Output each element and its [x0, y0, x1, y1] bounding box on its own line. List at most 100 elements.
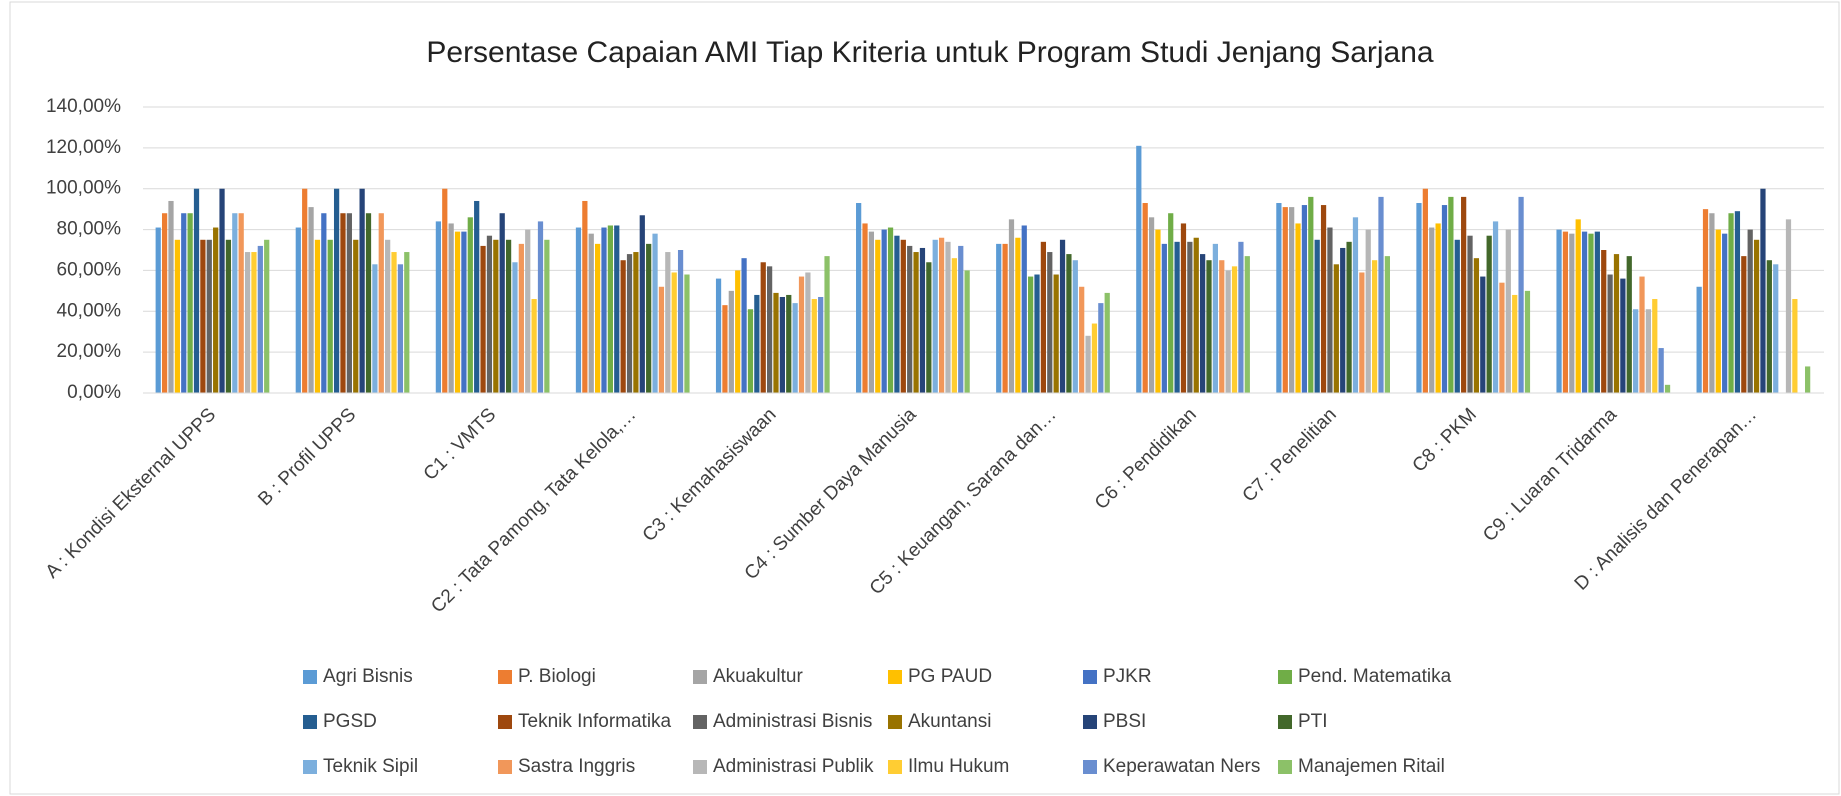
bar	[754, 294, 760, 393]
bar	[1187, 241, 1193, 393]
bar	[1766, 260, 1772, 393]
bar	[1461, 196, 1467, 393]
bar	[1384, 256, 1390, 393]
chart-border	[9, 1, 1840, 795]
bar	[1709, 213, 1715, 393]
bar	[919, 247, 926, 393]
bar	[1168, 213, 1174, 393]
bar	[868, 231, 875, 393]
y-tick-label: 140,00%	[46, 96, 121, 117]
bar	[1645, 309, 1652, 393]
bar	[601, 227, 607, 393]
legend-swatch	[888, 715, 902, 729]
bar	[646, 243, 652, 393]
bar	[314, 239, 321, 393]
bar	[1371, 260, 1378, 393]
legend-swatch	[693, 715, 707, 729]
bar	[1613, 254, 1620, 393]
bar	[913, 252, 919, 393]
bar	[302, 188, 308, 393]
bar	[1773, 264, 1779, 393]
bar	[728, 290, 734, 393]
legend-swatch	[303, 715, 317, 729]
bar	[321, 213, 327, 393]
bar	[1652, 299, 1658, 393]
bar	[1142, 203, 1148, 393]
bar	[225, 239, 232, 393]
bar	[1219, 260, 1225, 393]
bar	[633, 252, 639, 393]
bar	[964, 270, 970, 393]
bar	[327, 239, 333, 393]
bar	[1620, 278, 1626, 393]
bar	[887, 227, 894, 393]
y-tick-label: 40,00%	[57, 300, 122, 321]
bar	[518, 243, 524, 393]
bar	[435, 221, 442, 393]
legend-label: PBSI	[1103, 711, 1146, 732]
bar	[1467, 235, 1473, 393]
legend-label: Manajemen Ritail	[1298, 756, 1445, 777]
bar	[1104, 292, 1110, 393]
bar	[1594, 231, 1600, 393]
legend-swatch	[888, 760, 902, 774]
legend-label: P. Biologi	[518, 666, 596, 687]
bar	[1499, 282, 1505, 393]
bar	[786, 294, 792, 393]
bar	[1378, 196, 1384, 393]
bar	[1792, 299, 1798, 393]
bar	[181, 213, 187, 393]
bar	[1015, 237, 1021, 393]
bar	[658, 286, 665, 393]
bar	[1435, 223, 1441, 393]
bar	[448, 223, 454, 393]
bar	[346, 213, 352, 393]
bar	[499, 213, 505, 393]
bar	[677, 250, 684, 393]
bar	[1320, 205, 1327, 393]
bar	[1244, 256, 1250, 393]
bar	[1148, 217, 1155, 393]
bar	[308, 207, 314, 393]
bar	[1562, 231, 1569, 393]
bar	[607, 225, 613, 393]
bar	[1289, 207, 1295, 393]
y-tick-label: 20,00%	[57, 341, 122, 362]
bar	[385, 239, 391, 393]
bar	[512, 262, 518, 393]
bar	[1021, 225, 1027, 393]
bar	[174, 239, 180, 393]
bar	[397, 264, 404, 393]
bar	[900, 239, 906, 393]
legend-swatch	[498, 715, 512, 729]
bar	[1053, 274, 1059, 393]
bar	[1505, 229, 1511, 393]
bar	[168, 200, 174, 393]
bar	[951, 258, 957, 393]
bar	[1340, 247, 1346, 393]
bar	[1524, 290, 1531, 393]
bar	[365, 213, 372, 393]
bar	[1728, 213, 1734, 393]
bar	[1072, 260, 1078, 393]
bar	[1664, 384, 1671, 393]
bar	[155, 227, 161, 393]
bar	[251, 252, 257, 393]
bar	[1658, 348, 1664, 393]
bar	[760, 262, 766, 393]
bar	[1512, 294, 1518, 393]
bar	[1276, 203, 1282, 393]
bar	[493, 239, 499, 393]
bar	[359, 188, 365, 393]
bar	[620, 260, 626, 393]
chart-title: Persentase Capaian AMI Tiap Kriteria unt…	[426, 36, 1434, 69]
bar	[1308, 196, 1314, 393]
bar	[193, 188, 200, 393]
bar	[1473, 258, 1480, 393]
bar	[1047, 252, 1053, 393]
bar	[792, 303, 798, 393]
legend-swatch	[1083, 670, 1097, 684]
legend-swatch	[693, 670, 707, 684]
bar	[741, 258, 747, 393]
bar	[1607, 274, 1613, 393]
